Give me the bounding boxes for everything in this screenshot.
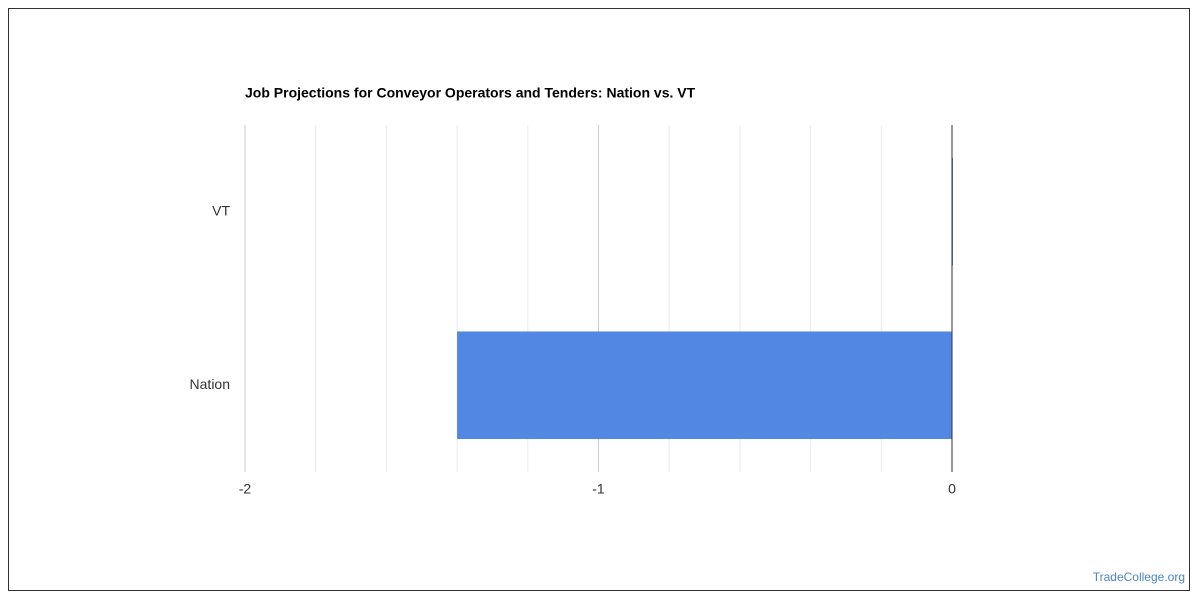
watermark: TradeCollege.org	[1093, 570, 1185, 584]
x-tick-label: -2	[239, 481, 252, 497]
y-tick-label: VT	[212, 202, 230, 218]
x-tick-label: -1	[592, 481, 605, 497]
chart-title: Job Projections for Conveyor Operators a…	[245, 85, 696, 101]
x-tick-label: 0	[948, 481, 956, 497]
bar	[457, 331, 952, 440]
y-tick-label: Nation	[190, 376, 230, 392]
